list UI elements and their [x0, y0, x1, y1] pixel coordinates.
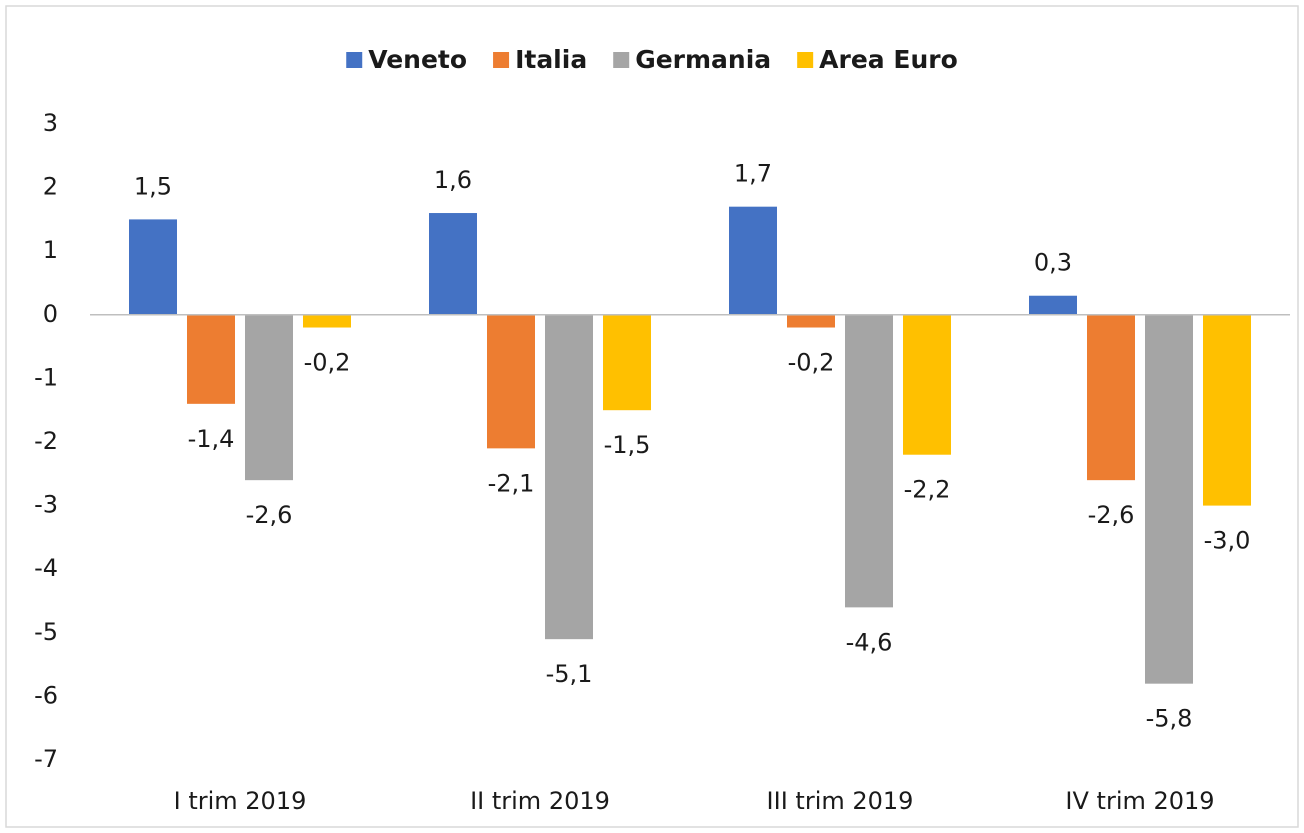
data-label: -3,0 — [1204, 527, 1251, 555]
data-label: -2,2 — [904, 476, 951, 504]
bar — [1087, 314, 1135, 481]
legend-swatch — [613, 52, 630, 68]
bar — [545, 314, 593, 640]
data-label: -1,4 — [188, 425, 235, 453]
legend-swatch — [797, 52, 814, 68]
data-label: -0,2 — [788, 349, 835, 377]
y-tick-label: 1 — [43, 236, 58, 264]
bar — [245, 314, 293, 481]
bar — [1029, 295, 1077, 315]
bar — [187, 314, 235, 404]
x-tick-label: IV trim 2019 — [1065, 787, 1214, 815]
data-label: -2,1 — [488, 469, 535, 497]
legend-text: Veneto — [368, 45, 467, 74]
legend-text: Italia — [515, 45, 587, 74]
bar — [845, 314, 893, 608]
x-tick-label: III trim 2019 — [767, 787, 914, 815]
y-tick-label: -1 — [34, 363, 58, 391]
y-tick-label: -6 — [34, 681, 58, 709]
bar — [429, 213, 477, 315]
data-label: -1,5 — [604, 431, 651, 459]
bar — [603, 314, 651, 411]
bar — [303, 314, 351, 328]
chart-frame — [5, 5, 1299, 828]
bar — [787, 314, 835, 328]
x-tick-label: II trim 2019 — [470, 787, 610, 815]
bar — [129, 219, 177, 315]
bar — [903, 314, 951, 455]
y-tick-label: 3 — [43, 109, 58, 137]
y-tick-label: -7 — [34, 745, 58, 773]
y-tick-label: -4 — [34, 554, 58, 582]
data-label: -2,6 — [246, 501, 293, 529]
data-label: 1,7 — [734, 160, 772, 188]
bar — [729, 206, 777, 315]
legend-text: Germania — [635, 45, 771, 74]
legend-text: Area Euro — [819, 45, 958, 74]
data-label: -5,1 — [546, 660, 593, 688]
data-label: 1,6 — [434, 166, 472, 194]
data-label: 0,3 — [1034, 249, 1072, 277]
data-label: -5,8 — [1146, 705, 1193, 733]
data-label: -4,6 — [846, 628, 893, 656]
bar — [1145, 314, 1193, 684]
data-label: 1,5 — [134, 172, 172, 200]
y-tick-label: 2 — [43, 173, 58, 201]
bar — [1203, 314, 1251, 506]
y-tick-label: 0 — [43, 300, 58, 328]
data-label: -0,2 — [304, 349, 351, 377]
y-tick-label: -2 — [34, 427, 58, 455]
bar — [487, 314, 535, 449]
y-tick-label: -5 — [34, 618, 58, 646]
x-tick-label: I trim 2019 — [174, 787, 307, 815]
data-label: -2,6 — [1088, 501, 1135, 529]
legend-swatch — [493, 52, 510, 68]
legend-swatch — [346, 52, 363, 68]
y-tick-label: -3 — [34, 491, 58, 519]
